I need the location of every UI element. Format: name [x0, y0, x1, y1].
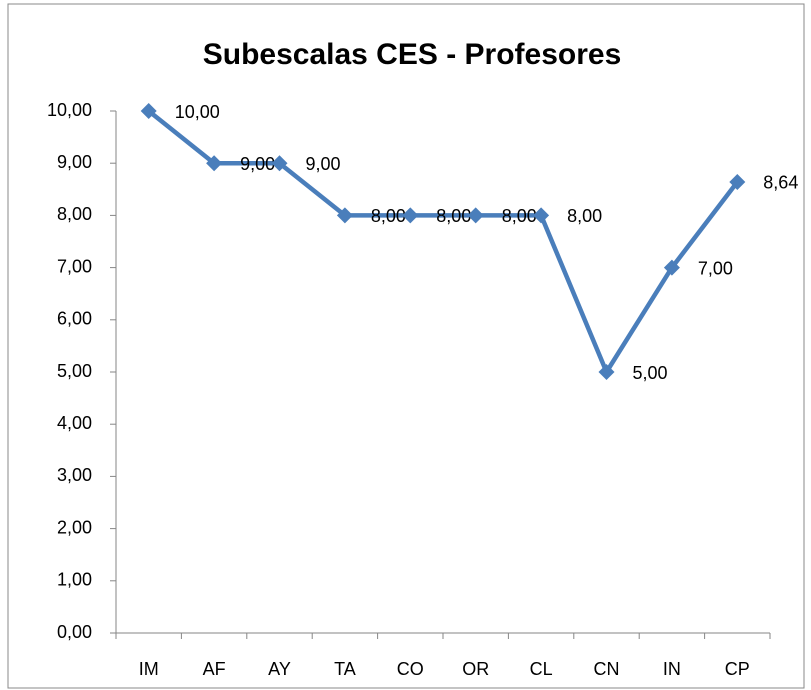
data-point: [271, 155, 288, 172]
x-tick-label: IN: [663, 659, 681, 679]
data-label: 8,00: [436, 206, 471, 226]
data-point: [663, 259, 680, 276]
data-label: 5,00: [633, 363, 668, 383]
data-point: [402, 207, 419, 224]
data-label: 9,00: [306, 154, 341, 174]
y-tick-label: 8,00: [57, 204, 92, 224]
data-label: 7,00: [698, 258, 733, 278]
x-tick-label: AF: [203, 659, 226, 679]
data-point: [598, 364, 615, 380]
x-tick-label: IM: [139, 659, 159, 679]
y-tick-label: 1,00: [57, 570, 92, 590]
x-tick-label: CN: [594, 659, 620, 679]
data-point: [467, 207, 484, 224]
y-tick-label: 6,00: [57, 309, 92, 329]
y-tick-label: 10,00: [47, 100, 92, 120]
data-label: 8,64: [763, 173, 798, 193]
data-label: 9,00: [240, 154, 275, 174]
data-label: 8,00: [502, 206, 537, 226]
data-point: [140, 103, 157, 119]
x-tick-label: AY: [268, 659, 291, 679]
y-tick-label: 0,00: [57, 622, 92, 642]
data-point: [206, 155, 223, 172]
y-tick-label: 9,00: [57, 152, 92, 172]
y-tick-label: 3,00: [57, 465, 92, 485]
series-line: [147, 109, 740, 375]
x-tick-label: CP: [725, 659, 750, 679]
chart-border: [7, 3, 805, 689]
x-tick-label: OR: [462, 659, 489, 679]
y-tick-label: 4,00: [57, 413, 92, 433]
data-label: 10,00: [175, 102, 220, 122]
x-tick-label: CO: [397, 659, 424, 679]
x-tick-label: TA: [334, 659, 356, 679]
chart-title: Subescalas CES - Profesores: [203, 38, 622, 71]
y-tick-label: 7,00: [57, 256, 92, 276]
data-point: [533, 207, 550, 224]
data-label: 8,00: [371, 206, 406, 226]
data-point: [336, 207, 353, 224]
data-point: [729, 173, 746, 190]
x-tick-label: CL: [530, 659, 553, 679]
y-tick-label: 2,00: [57, 517, 92, 537]
data-label: 8,00: [567, 206, 602, 226]
y-tick-label: 5,00: [57, 361, 92, 381]
